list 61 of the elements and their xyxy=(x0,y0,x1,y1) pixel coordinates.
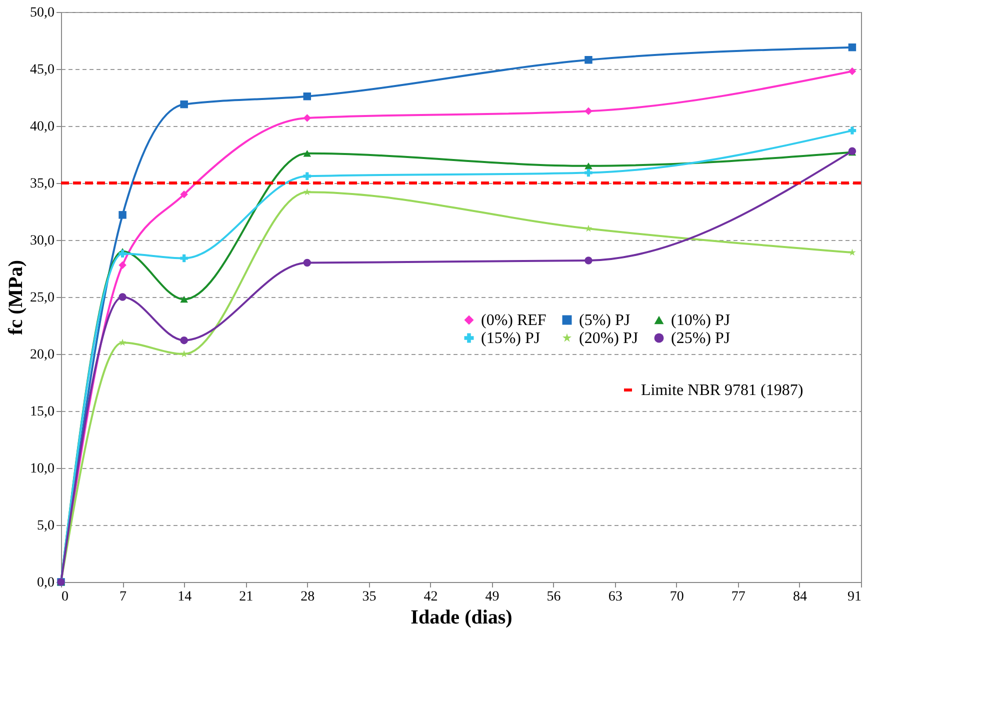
point xyxy=(118,211,126,219)
x-axis-title: Idade (dias) xyxy=(410,606,512,628)
legend-label: (15%) PJ xyxy=(481,330,540,347)
point xyxy=(584,224,592,232)
point xyxy=(118,250,126,258)
y-tick-label: 5,0 xyxy=(37,518,54,534)
point xyxy=(584,107,592,116)
y-tick-label: 25,0 xyxy=(30,290,54,306)
point xyxy=(180,296,188,303)
legend-label: (0%) REF xyxy=(481,312,546,329)
y-tick-label: 50,0 xyxy=(30,6,54,20)
x-tick-label: 21 xyxy=(239,590,254,604)
x-tick-label: 70 xyxy=(670,590,684,604)
point xyxy=(848,67,856,76)
x-tick-label: 14 xyxy=(178,590,192,604)
y-tick-label: 35,0 xyxy=(30,176,54,192)
point xyxy=(584,162,592,170)
point xyxy=(584,56,592,64)
point xyxy=(180,336,188,344)
point xyxy=(848,126,856,134)
point xyxy=(180,190,188,198)
legend-label: (25%) PJ xyxy=(671,330,730,347)
legend-label: (20%) PJ xyxy=(579,330,638,347)
legend-label: Limite NBR 9781 (1987) xyxy=(641,382,804,399)
y-tick-label: 15,0 xyxy=(30,404,54,420)
point xyxy=(303,172,312,180)
y-tick-label: 20,0 xyxy=(30,348,54,362)
y-tick-label: 30,0 xyxy=(30,234,54,248)
point xyxy=(584,168,592,177)
legend-label: (5%) PJ xyxy=(579,312,630,329)
point xyxy=(118,293,126,301)
x-tick-label: 0 xyxy=(62,590,68,604)
x-tick-label: 63 xyxy=(608,590,622,604)
point xyxy=(303,92,312,100)
x-tick-label: 49 xyxy=(485,590,500,604)
y-tick-label: 40,0 xyxy=(30,120,54,134)
y-axis-title: fc (MPa) xyxy=(5,260,27,335)
point xyxy=(180,254,188,262)
y-tick-label: 45,0 xyxy=(30,62,54,78)
point xyxy=(584,256,592,264)
y-tick-label: 10,0 xyxy=(30,462,54,476)
x-tick-label: 84 xyxy=(792,590,807,604)
point xyxy=(303,150,312,157)
x-tick-label: 7 xyxy=(120,590,127,604)
x-tick-label: 28 xyxy=(300,590,315,604)
point xyxy=(848,43,856,52)
x-tick-label: 56 xyxy=(546,590,561,604)
x-tick-label: 42 xyxy=(424,590,438,604)
legend-label: (10%) PJ xyxy=(671,312,730,329)
point xyxy=(303,258,312,267)
point xyxy=(848,248,856,256)
point xyxy=(303,114,312,122)
point xyxy=(118,338,126,346)
y-tick-label: 0,0 xyxy=(37,576,54,590)
point xyxy=(118,261,126,269)
point xyxy=(180,100,188,108)
point xyxy=(180,350,188,358)
point xyxy=(303,188,311,196)
x-tick-label: 35 xyxy=(362,590,376,604)
x-tick-label: 77 xyxy=(731,590,746,604)
x-tick-label: 91 xyxy=(848,590,862,604)
